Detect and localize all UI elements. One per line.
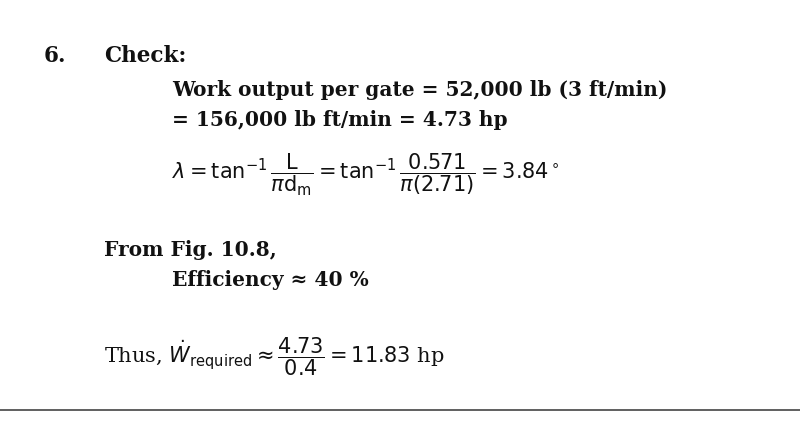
Text: Check:: Check: [104, 45, 186, 67]
Text: Work output per gate = 52,000 lb (3 ft/min): Work output per gate = 52,000 lb (3 ft/m… [172, 80, 667, 100]
Text: From Fig. 10.8,: From Fig. 10.8, [104, 240, 277, 260]
Text: $\lambda = \tan^{-1} \dfrac{\mathrm{L}}{\pi \mathrm{d_m}} = \tan^{-1} \dfrac{0.5: $\lambda = \tan^{-1} \dfrac{\mathrm{L}}{… [172, 152, 560, 198]
Text: = 156,000 lb ft/min = 4.73 hp: = 156,000 lb ft/min = 4.73 hp [172, 110, 508, 130]
Text: Efficiency ≈ 40 %: Efficiency ≈ 40 % [172, 270, 369, 290]
Text: 6.: 6. [44, 45, 66, 67]
Text: Thus, $\dot{W}_{\mathrm{required}} \approx \dfrac{4.73}{0.4} = 11.83$ hp: Thus, $\dot{W}_{\mathrm{required}} \appr… [104, 335, 445, 378]
